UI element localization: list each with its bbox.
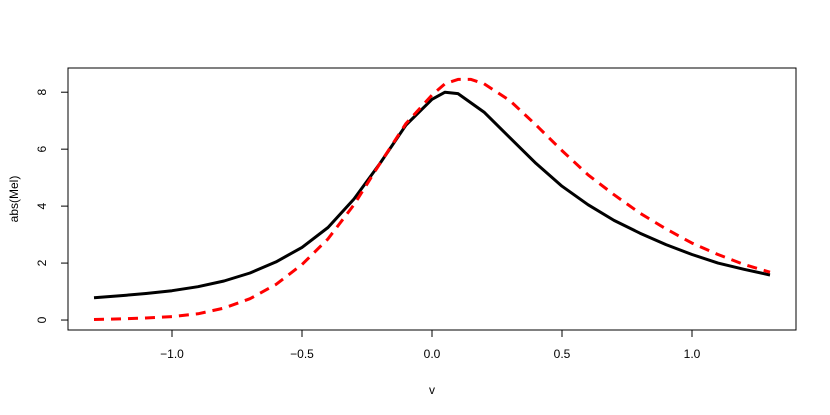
x-tick-label: 0.5	[554, 347, 571, 361]
x-axis-label: v	[429, 383, 435, 397]
y-axis-label: abs(Mel)	[7, 176, 21, 223]
y-tick-label: 2	[35, 259, 49, 266]
x-tick-label: −1.0	[160, 347, 184, 361]
x-tick-label: 1.0	[684, 347, 701, 361]
series-line-solid	[93, 90, 771, 300]
y-tick-label: 0	[35, 316, 49, 323]
y-axis: 0 2 4 6 8	[35, 89, 69, 323]
series-layer	[93, 77, 771, 321]
series-line-dashed	[93, 77, 771, 321]
y-tick-label: 6	[35, 146, 49, 153]
x-tick-label: 0.0	[424, 347, 441, 361]
x-axis: −1.0 −0.5 0.0 0.5 1.0	[160, 329, 701, 361]
y-tick-label: 4	[35, 202, 49, 209]
y-tick-label: 8	[35, 89, 49, 96]
x-tick-label: −0.5	[290, 347, 314, 361]
